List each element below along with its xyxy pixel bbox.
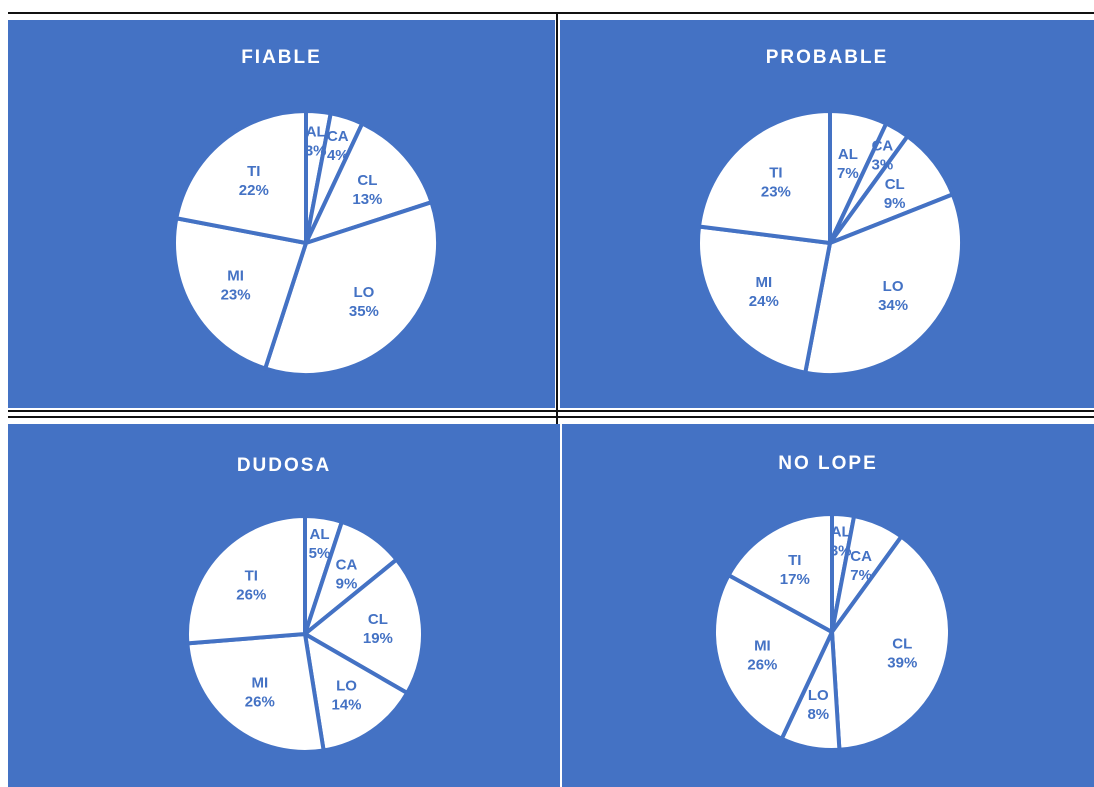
- slice-label-ca: CA 4%: [327, 128, 349, 164]
- slice-label-cl: CL 19%: [363, 611, 393, 647]
- slice-label-lo: LO 14%: [331, 677, 361, 713]
- pie-slice-mi: [696, 224, 832, 375]
- slice-label-ti: TI 23%: [761, 165, 791, 201]
- pie-slice-lo: [263, 200, 440, 377]
- pie-slice-cl: [304, 121, 434, 245]
- chart-panel-probable: PROBABLE AL 7% CA 3% CL 9% LO 34% MI 24% TI 23%: [560, 20, 1094, 408]
- pie-chart: AL 3%CA 4%CL 13% LO 35% MI 23% TI 22%: [172, 109, 440, 377]
- chart-title: NO LOPE: [778, 453, 878, 474]
- chart-title: DUDOSA: [236, 455, 332, 476]
- pie-slice-cl: [303, 557, 426, 695]
- pie-slice-ti: [185, 514, 307, 646]
- slice-label-al: AL 7%: [837, 146, 859, 182]
- slice-label-ca: CA 9%: [336, 557, 358, 593]
- slice-label-lo: LO 8%: [807, 687, 829, 723]
- slice-label-cl: CL 13%: [352, 172, 382, 208]
- pie-slice-ti: [726, 512, 834, 634]
- slice-label-ti: TI 17%: [780, 552, 810, 588]
- slice-label-cl: CL 9%: [884, 176, 906, 212]
- grid-middle-line-lower: [8, 416, 1094, 418]
- slice-label-ti: TI 26%: [236, 567, 266, 603]
- slice-label-mi: MI 26%: [245, 675, 275, 711]
- pie-chart: AL 3%CA 7% CL 39% LO 8% MI 26% TI 17%: [712, 512, 952, 752]
- pie-chart: AL 5%CA 9%CL 19%LO 14% MI 26% TI 26%: [185, 514, 426, 754]
- pie-slice-mi: [172, 216, 308, 371]
- pie-slice-ti: [697, 109, 832, 245]
- chart-title: PROBABLE: [765, 47, 889, 68]
- grid-middle-line-upper: [8, 410, 1094, 412]
- pie-slice-lo: [803, 192, 964, 377]
- pie-slice-mi: [185, 632, 326, 754]
- slice-label-ca: CA 7%: [850, 548, 872, 584]
- slice-label-lo: LO 34%: [878, 278, 908, 314]
- slice-label-al: AL 3%: [305, 124, 327, 160]
- slice-label-mi: MI 24%: [749, 274, 779, 310]
- slice-label-al: AL 5%: [309, 526, 331, 562]
- grid-top-line: [8, 12, 1094, 14]
- chart-panel-dudosa: DUDOSA AL 5% CA 9% CL 19% LO 14% MI 26% TI 26%: [8, 424, 560, 787]
- slice-label-cl: CL 39%: [887, 635, 917, 671]
- pie-slice-ti: [174, 109, 308, 245]
- slice-label-mi: MI 23%: [221, 268, 251, 304]
- slice-label-lo: LO 35%: [349, 284, 379, 320]
- chart-title: FIABLE: [241, 47, 322, 68]
- pie-slice-lo: [303, 632, 410, 753]
- pie-chart: AL 7% CA 3% CL 9% LO 34% MI 24% TI 23%: [696, 109, 964, 377]
- slice-label-ca: CA 3%: [872, 137, 894, 173]
- chart-panel-no-lope: NO LOPE AL 3% CA 7% CL 39% LO 8% MI 26% TI 17%: [562, 424, 1094, 787]
- slice-label-ti: TI 22%: [239, 163, 269, 199]
- chart-panel-fiable: FIABLE AL 3% CA 4% CL 13% LO 35% MI 23% TI 22%: [8, 20, 555, 408]
- slice-label-mi: MI 26%: [747, 638, 777, 674]
- grid-vertical-line: [556, 12, 558, 426]
- pie-slice-cl: [830, 534, 952, 752]
- slice-label-al: AL 3%: [830, 523, 852, 559]
